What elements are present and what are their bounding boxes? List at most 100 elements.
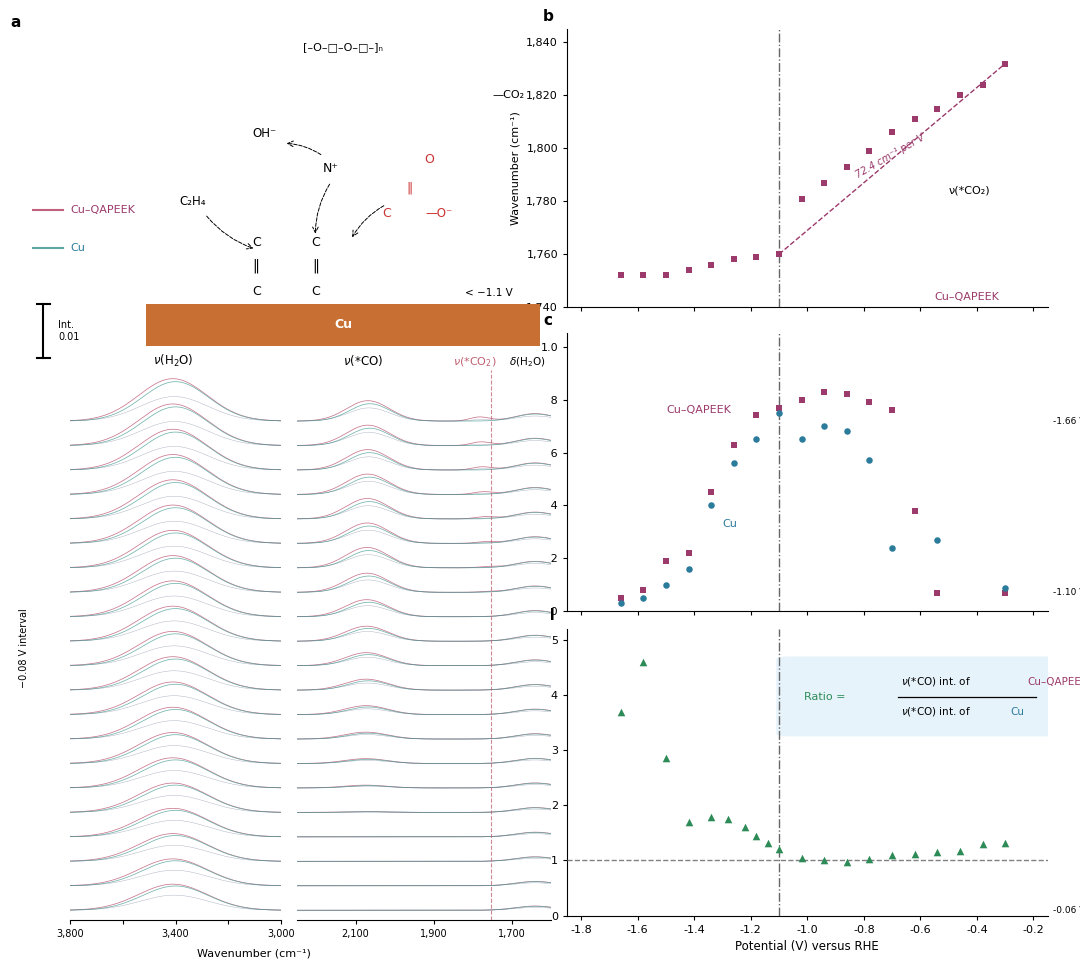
Text: O: O	[424, 153, 434, 166]
Point	[997, 56, 1014, 71]
Text: —O⁻: —O⁻	[426, 207, 453, 220]
Text: -1.10 V: -1.10 V	[1053, 587, 1080, 597]
Point	[612, 268, 630, 283]
Text: -1.66 V: -1.66 V	[1053, 417, 1080, 426]
Text: Ratio =: Ratio =	[805, 692, 846, 701]
Point	[770, 842, 787, 857]
Text: C: C	[311, 237, 320, 249]
Text: $\nu$(*CO) int. of: $\nu$(*CO) int. of	[901, 705, 971, 718]
Text: C: C	[382, 207, 391, 220]
Text: -0.06 V: -0.06 V	[1053, 906, 1080, 915]
Point	[883, 540, 901, 555]
Point	[612, 590, 630, 606]
Point	[929, 101, 946, 117]
Point	[951, 843, 969, 858]
Point	[703, 498, 720, 513]
Y-axis label: ν(*CO) int (a.u.): ν(*CO) int (a.u.)	[525, 428, 535, 517]
Point	[725, 436, 742, 452]
Point	[815, 852, 833, 868]
Text: ‖: ‖	[407, 182, 413, 195]
Point	[747, 408, 765, 424]
Point	[770, 405, 787, 421]
Bar	[146, 304, 540, 346]
Point	[838, 424, 855, 439]
Text: Cu: Cu	[723, 518, 738, 529]
Point	[612, 596, 630, 612]
Text: C: C	[252, 284, 260, 298]
Text: N⁺: N⁺	[323, 163, 339, 175]
Text: $\delta$(H$_2$O): $\delta$(H$_2$O)	[509, 356, 545, 369]
Point	[747, 249, 765, 265]
Text: $\nu$(*CO): $\nu$(*CO)	[343, 353, 383, 368]
Text: $\nu$(*CO$_2$): $\nu$(*CO$_2$)	[453, 356, 497, 369]
Point	[997, 835, 1014, 850]
Text: Cu: Cu	[70, 244, 85, 253]
Text: —CO₂: —CO₂	[492, 90, 524, 100]
Point	[929, 844, 946, 860]
Point	[838, 854, 855, 870]
Text: ‖: ‖	[253, 258, 259, 273]
Point	[658, 751, 675, 767]
Point	[612, 704, 630, 720]
Y-axis label: Wavenumber (cm⁻¹): Wavenumber (cm⁻¹)	[511, 111, 521, 225]
X-axis label: Potential (V) versus RHE: Potential (V) versus RHE	[735, 940, 879, 954]
Point	[680, 561, 698, 577]
Point	[906, 503, 923, 518]
Point	[658, 553, 675, 569]
Point	[861, 143, 878, 159]
Point	[861, 394, 878, 410]
Point	[719, 811, 737, 827]
Point	[883, 125, 901, 140]
Point	[658, 268, 675, 283]
Point	[883, 402, 901, 418]
Text: a: a	[11, 15, 22, 29]
Point	[906, 111, 923, 127]
Point	[635, 268, 652, 283]
Point	[974, 836, 991, 851]
Text: C: C	[311, 284, 320, 298]
Text: C₂H₄: C₂H₄	[180, 195, 206, 207]
Point	[815, 418, 833, 433]
Text: $\nu$(H$_2$O): $\nu$(H$_2$O)	[152, 353, 193, 369]
Point	[635, 590, 652, 606]
Text: Cu–QAPEEK: Cu–QAPEEK	[666, 405, 731, 415]
Point	[747, 431, 765, 447]
Text: < −1.1 V: < −1.1 V	[464, 287, 512, 298]
Point	[680, 814, 698, 830]
Point	[759, 835, 777, 850]
Point	[951, 88, 969, 103]
Point	[838, 387, 855, 402]
Point	[703, 484, 720, 500]
Point	[635, 655, 652, 670]
Point	[737, 819, 754, 835]
Text: Cu–QAPEEK: Cu–QAPEEK	[70, 205, 135, 214]
Point	[974, 77, 991, 93]
Text: −0.08 V interval: −0.08 V interval	[18, 608, 29, 688]
Text: b: b	[543, 9, 554, 23]
Text: Cu: Cu	[1011, 706, 1025, 717]
Text: [–O–□–O–□–]ₙ: [–O–□–O–□–]ₙ	[302, 42, 383, 52]
Point	[793, 191, 810, 206]
Point	[815, 175, 833, 191]
Point	[997, 585, 1014, 601]
Text: C: C	[252, 237, 260, 249]
Text: Cu: Cu	[334, 318, 352, 331]
Point	[883, 847, 901, 863]
Point	[680, 262, 698, 278]
Point	[838, 159, 855, 174]
Point	[703, 257, 720, 273]
Point	[861, 851, 878, 867]
Point	[703, 809, 720, 825]
Point	[658, 577, 675, 592]
Point	[793, 431, 810, 447]
Point	[770, 246, 787, 262]
Point	[725, 455, 742, 470]
Point	[635, 582, 652, 598]
Point	[997, 580, 1014, 595]
Point	[861, 453, 878, 468]
Point	[770, 399, 787, 415]
Point	[747, 828, 765, 843]
Text: d: d	[543, 608, 554, 623]
Point	[680, 545, 698, 561]
Point	[793, 850, 810, 866]
